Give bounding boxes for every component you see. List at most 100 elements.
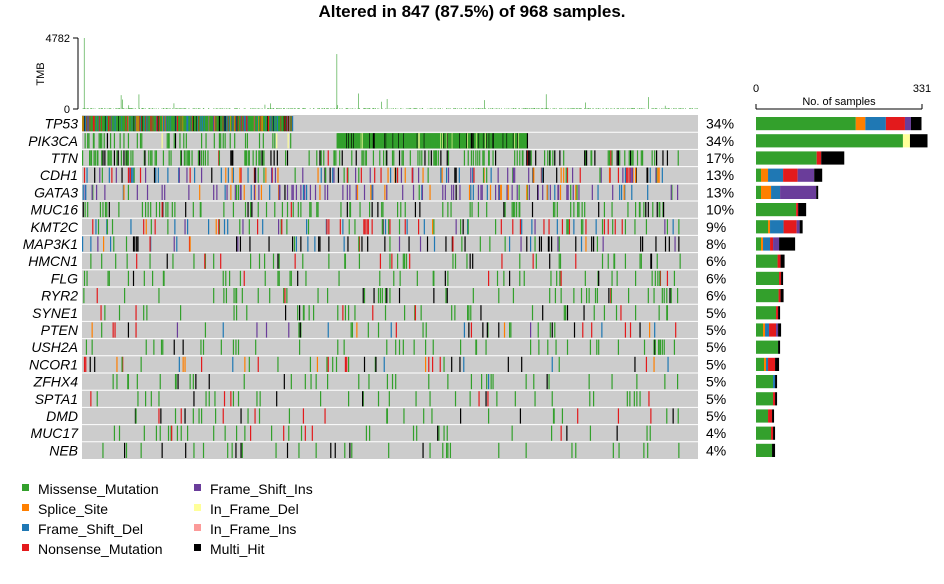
matrix-cell <box>519 219 522 235</box>
matrix-cell <box>342 184 344 200</box>
matrix-cell <box>239 116 241 132</box>
matrix-cell <box>380 167 382 183</box>
matrix-cell <box>156 116 158 132</box>
tmb-bar <box>617 108 618 109</box>
tmb-bar <box>655 108 656 109</box>
tmb-bar <box>490 108 492 109</box>
matrix-cell <box>522 133 524 149</box>
matrix-cell <box>244 356 246 372</box>
tmb-bar <box>234 108 235 109</box>
matrix-cell <box>399 133 401 149</box>
matrix-cell <box>613 253 615 269</box>
matrix-cell <box>117 150 119 166</box>
matrix-cell <box>134 408 137 424</box>
matrix-cell <box>151 116 153 132</box>
matrix-cell <box>666 305 668 321</box>
tmb-bar <box>272 108 273 109</box>
tmb-bar <box>527 108 529 109</box>
tmb-bar <box>438 108 439 109</box>
matrix-cell <box>386 374 389 390</box>
matrix-cell <box>431 133 433 149</box>
tmb-bar <box>313 108 314 109</box>
matrix-cell <box>629 322 632 338</box>
matrix-cell <box>211 167 213 183</box>
matrix-cell <box>412 133 414 149</box>
matrix-cell <box>102 442 104 458</box>
matrix-cell <box>617 408 620 424</box>
count-bar-segment <box>773 392 776 406</box>
matrix-cell <box>531 219 533 235</box>
matrix-cell <box>657 270 659 286</box>
tmb-bar <box>104 108 106 109</box>
tmb-bar <box>182 108 184 109</box>
matrix-cell <box>502 133 504 149</box>
matrix-cell <box>223 116 226 132</box>
tmb-bar <box>648 97 649 109</box>
matrix-cell <box>271 167 273 183</box>
matrix-cell <box>286 202 289 218</box>
matrix-cell <box>168 150 170 166</box>
tmb-bar <box>668 108 670 109</box>
matrix-cell <box>325 219 327 235</box>
matrix-cell <box>429 442 431 458</box>
matrix-cell <box>97 116 100 132</box>
matrix-cell <box>433 133 435 149</box>
tmb-bar <box>373 108 375 109</box>
matrix-cell <box>427 133 429 149</box>
matrix-cell <box>276 116 278 132</box>
matrix-cell <box>659 339 662 355</box>
tmb-bar <box>537 108 538 109</box>
tmb-bar <box>283 108 285 109</box>
matrix-cell <box>257 288 259 304</box>
matrix-cell <box>93 116 95 132</box>
matrix-cell <box>103 116 105 132</box>
matrix-cell <box>481 133 483 149</box>
matrix-cell <box>245 116 247 132</box>
matrix-cell <box>563 150 565 166</box>
matrix-cell <box>521 150 523 166</box>
matrix-cell <box>99 202 102 218</box>
matrix-cell <box>393 270 395 286</box>
matrix-cell <box>255 116 257 132</box>
matrix-cell <box>598 339 600 355</box>
matrix-cell <box>554 322 556 338</box>
matrix-cell <box>291 184 293 200</box>
matrix-cell <box>214 116 216 132</box>
tmb-bar <box>199 108 201 109</box>
tmb-bar <box>94 108 96 109</box>
matrix-cell <box>399 270 401 286</box>
matrix-cell <box>136 133 138 149</box>
matrix-cell <box>233 305 235 321</box>
matrix-cell <box>288 408 291 424</box>
matrix-cell <box>244 202 247 218</box>
matrix-cell <box>205 133 207 149</box>
matrix-cell <box>509 133 511 149</box>
matrix-cell <box>204 116 207 132</box>
matrix-cell <box>346 167 348 183</box>
matrix-cell <box>371 202 373 218</box>
tmb-bar <box>358 108 360 109</box>
tmb-bar <box>220 108 222 109</box>
tmb-bar <box>683 108 684 109</box>
matrix-cell <box>213 288 215 304</box>
matrix-cell <box>276 133 278 149</box>
percent-label: 6% <box>706 270 726 286</box>
matrix-cell <box>94 356 96 372</box>
matrix-cell <box>362 133 364 149</box>
matrix-cell <box>423 133 425 149</box>
tmb-axis-label: TMB <box>35 62 47 85</box>
matrix-cell <box>549 150 551 166</box>
matrix-cell <box>635 202 637 218</box>
matrix-cell <box>460 219 462 235</box>
matrix-cell <box>340 133 342 149</box>
tmb-bar <box>531 108 533 109</box>
matrix-cell <box>319 150 321 166</box>
matrix-cell <box>421 150 423 166</box>
matrix-cell <box>201 408 203 424</box>
matrix-cell <box>272 116 275 132</box>
tmb-bar <box>540 108 542 109</box>
matrix-cell <box>517 133 519 149</box>
matrix-cell <box>559 253 562 269</box>
matrix-cell <box>463 322 466 338</box>
tmb-bar <box>631 108 632 109</box>
